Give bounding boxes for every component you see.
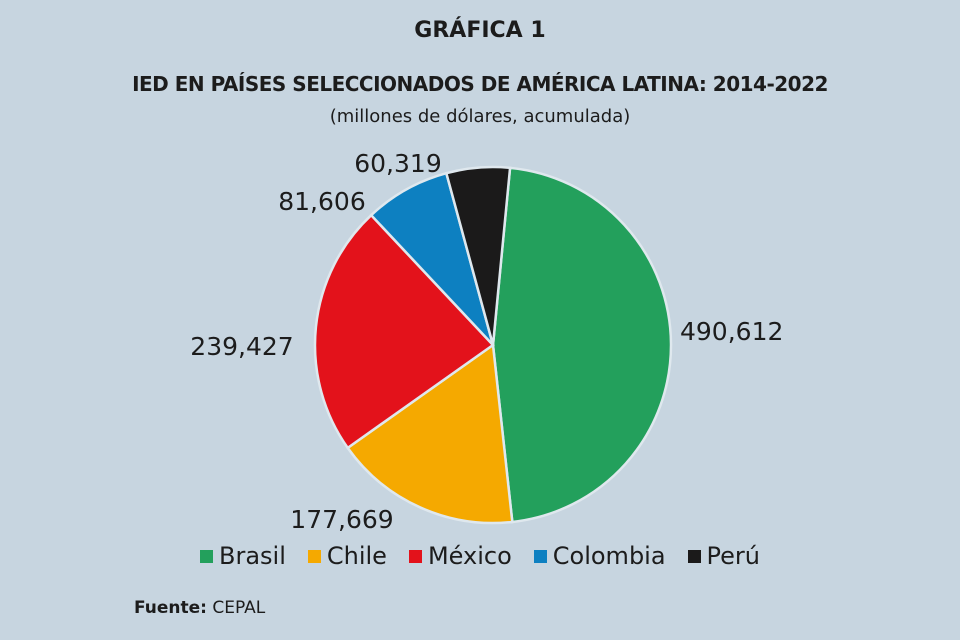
- pie-slice-chile: [345, 342, 514, 525]
- legend-item: Perú: [687, 542, 761, 570]
- legend-item: Colombia: [533, 542, 666, 570]
- legend-item: Brasil: [199, 542, 286, 570]
- chart-label: GRÁFICA 1: [414, 18, 546, 43]
- legend-label: Colombia: [552, 542, 666, 570]
- data-label: 60,319: [354, 149, 441, 178]
- data-label: 239,427: [190, 332, 293, 361]
- legend-swatch: [408, 549, 422, 563]
- legend-swatch: [533, 549, 547, 563]
- legend-item: México: [408, 542, 512, 570]
- legend-item: Chile: [307, 542, 387, 570]
- legend-label: México: [427, 542, 512, 570]
- legend-swatch: [687, 549, 701, 563]
- legend-label: Perú: [706, 542, 761, 570]
- pie-slice-méxico: [313, 213, 495, 450]
- source-value: CEPAL: [212, 598, 266, 618]
- chart-subtitle: (millones de dólares, acumulada): [329, 106, 631, 127]
- source-note: Fuente: CEPAL: [134, 598, 265, 618]
- legend: Brasil Chile México Colombia Perú: [0, 542, 960, 570]
- legend-label: Chile: [326, 542, 387, 570]
- data-label: 177,669: [290, 505, 393, 534]
- pie-slice-perú: [444, 165, 512, 346]
- pie-slice-brasil: [491, 166, 673, 524]
- legend-swatch: [199, 549, 213, 563]
- legend-label: Brasil: [218, 542, 286, 570]
- data-label: 81,606: [278, 187, 365, 216]
- data-label: 490,612: [680, 317, 783, 346]
- source-label: Fuente:: [134, 598, 207, 618]
- legend-swatch: [307, 549, 321, 563]
- chart-title: IED EN PAÍSES SELECCIONADOS DE AMÉRICA L…: [132, 72, 828, 96]
